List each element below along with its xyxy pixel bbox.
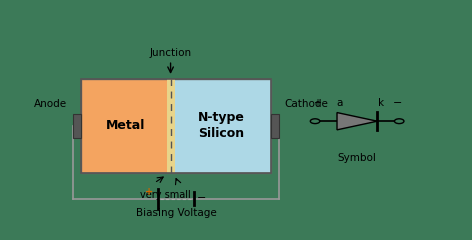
Bar: [170, 79, 271, 173]
Text: Junction: Junction: [150, 48, 192, 58]
Circle shape: [395, 119, 404, 124]
Bar: [167, 79, 175, 173]
Text: +: +: [313, 98, 321, 108]
Text: −: −: [393, 98, 402, 108]
Text: Symbol: Symbol: [337, 153, 377, 163]
Text: very small: very small: [140, 190, 191, 200]
Text: +: +: [144, 187, 152, 197]
Bar: [81, 79, 271, 173]
Text: k: k: [378, 98, 384, 108]
Bar: [271, 114, 279, 138]
Bar: [81, 79, 170, 173]
Text: Cathode: Cathode: [285, 99, 329, 109]
Circle shape: [310, 119, 320, 124]
Text: −: −: [197, 193, 206, 203]
Text: Anode: Anode: [34, 99, 67, 109]
Polygon shape: [337, 113, 377, 130]
Text: a: a: [337, 98, 343, 108]
Text: Metal: Metal: [106, 119, 145, 132]
Bar: [73, 114, 81, 138]
Text: N-type
Silicon: N-type Silicon: [197, 111, 244, 140]
Text: Biasing Voltage: Biasing Voltage: [135, 208, 217, 218]
